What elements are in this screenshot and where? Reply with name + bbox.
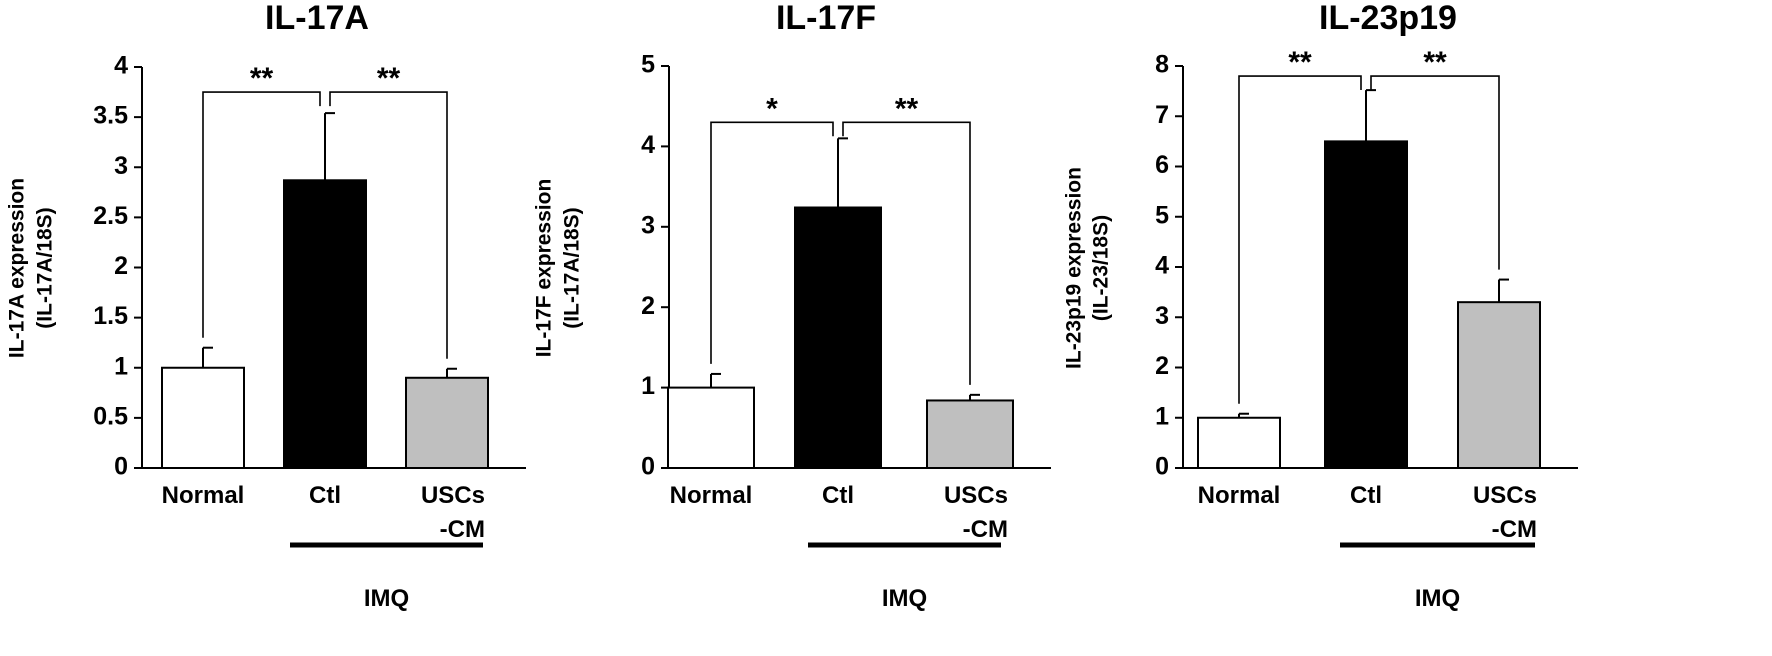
chart-title: IL-17A bbox=[265, 0, 369, 37]
x-category-label: Ctl bbox=[309, 482, 341, 509]
x-category-label: Normal bbox=[162, 482, 245, 509]
y-axis-label: (IL-17A/18S) bbox=[34, 207, 57, 328]
x-category-label: -CM bbox=[963, 516, 1008, 543]
significance-label: ** bbox=[1423, 46, 1447, 79]
y-axis-label: IL-23p19 expression bbox=[1063, 167, 1086, 369]
y-tick-label: 5 bbox=[1155, 201, 1169, 229]
chart-panel-2: IL-17F IL-17F expression (IL-17A/18S) 0 1 2 3 4… bbox=[533, 0, 1051, 612]
y-tick-label: 1 bbox=[641, 372, 655, 400]
chart-title: IL-23p19 bbox=[1319, 0, 1457, 37]
significance-bracket bbox=[1238, 75, 1362, 404]
y-axis-label: IL-17A expression bbox=[6, 178, 29, 358]
y-tick-label: 5 bbox=[641, 51, 655, 79]
significance-label: ** bbox=[895, 92, 919, 125]
significance-label: ** bbox=[1288, 46, 1312, 79]
significance-bracket bbox=[842, 121, 971, 385]
group-label: IMQ bbox=[882, 585, 927, 612]
bar-2 bbox=[405, 376, 489, 469]
significance-bracket bbox=[329, 91, 448, 359]
x-category-label: USCs bbox=[421, 482, 485, 509]
bar-2 bbox=[926, 399, 1014, 469]
y-tick-label: 1 bbox=[1155, 402, 1169, 430]
y-tick-label: 3 bbox=[641, 211, 655, 239]
y-tick-label: 2 bbox=[1155, 352, 1169, 380]
significance-label: ** bbox=[250, 62, 274, 95]
bar-1 bbox=[794, 206, 882, 469]
y-tick-label: 2 bbox=[641, 292, 655, 320]
y-tick-label: 4 bbox=[1155, 252, 1169, 280]
y-tick-label: 4 bbox=[114, 52, 128, 80]
x-category-label: USCs bbox=[944, 482, 1008, 509]
bar-2 bbox=[1457, 301, 1541, 469]
x-category-label: Ctl bbox=[822, 482, 854, 509]
y-tick-label: 6 bbox=[1155, 151, 1169, 179]
bar-0 bbox=[161, 366, 245, 469]
bar-1 bbox=[1324, 140, 1408, 469]
y-tick-label: 0 bbox=[1155, 453, 1169, 481]
significance-label: * bbox=[766, 92, 778, 125]
bar-0 bbox=[1197, 416, 1281, 469]
group-label: IMQ bbox=[1415, 585, 1460, 612]
y-tick-label: 7 bbox=[1155, 101, 1169, 129]
y-axis-label: (IL-23/18S) bbox=[1090, 215, 1113, 321]
significance-bracket bbox=[202, 91, 321, 338]
chart-panel-1: IL-17A IL-17A expression (IL-17A/18S) 0 0.5 1… bbox=[6, 0, 526, 612]
y-tick-label: 4 bbox=[641, 131, 655, 159]
y-tick-label: 1.5 bbox=[93, 302, 128, 330]
chart-panel-3: IL-23p19 IL-23p19 expression (IL-23/18S) 0 1… bbox=[1063, 0, 1578, 612]
bar-0 bbox=[667, 386, 755, 470]
x-category-label: USCs bbox=[1473, 482, 1537, 509]
y-tick-label: 1 bbox=[114, 352, 128, 380]
y-axis-label: (IL-17A/18S) bbox=[561, 207, 584, 328]
y-tick-label: 8 bbox=[1155, 51, 1169, 79]
y-tick-label: 3 bbox=[114, 152, 128, 180]
y-tick-label: 0 bbox=[641, 453, 655, 481]
y-tick-label: 3 bbox=[1155, 302, 1169, 330]
y-tick-label: 0 bbox=[114, 453, 128, 481]
significance-bracket bbox=[710, 121, 834, 364]
y-tick-label: 2 bbox=[114, 252, 128, 280]
x-category-label: Normal bbox=[670, 482, 753, 509]
x-category-label: Normal bbox=[1198, 482, 1281, 509]
chart-title: IL-17F bbox=[776, 0, 876, 37]
x-category-label: -CM bbox=[1492, 516, 1537, 543]
y-axis-label: IL-17F expression bbox=[533, 179, 556, 358]
significance-bracket bbox=[1370, 75, 1500, 270]
x-category-label: Ctl bbox=[1350, 482, 1382, 509]
group-label: IMQ bbox=[364, 585, 409, 612]
y-tick-label: 3.5 bbox=[93, 102, 128, 130]
y-tick-label: 0.5 bbox=[93, 402, 128, 430]
x-category-label: -CM bbox=[440, 516, 485, 543]
y-tick-label: 2.5 bbox=[93, 202, 128, 230]
bar-1 bbox=[283, 179, 367, 469]
significance-label: ** bbox=[377, 62, 401, 95]
